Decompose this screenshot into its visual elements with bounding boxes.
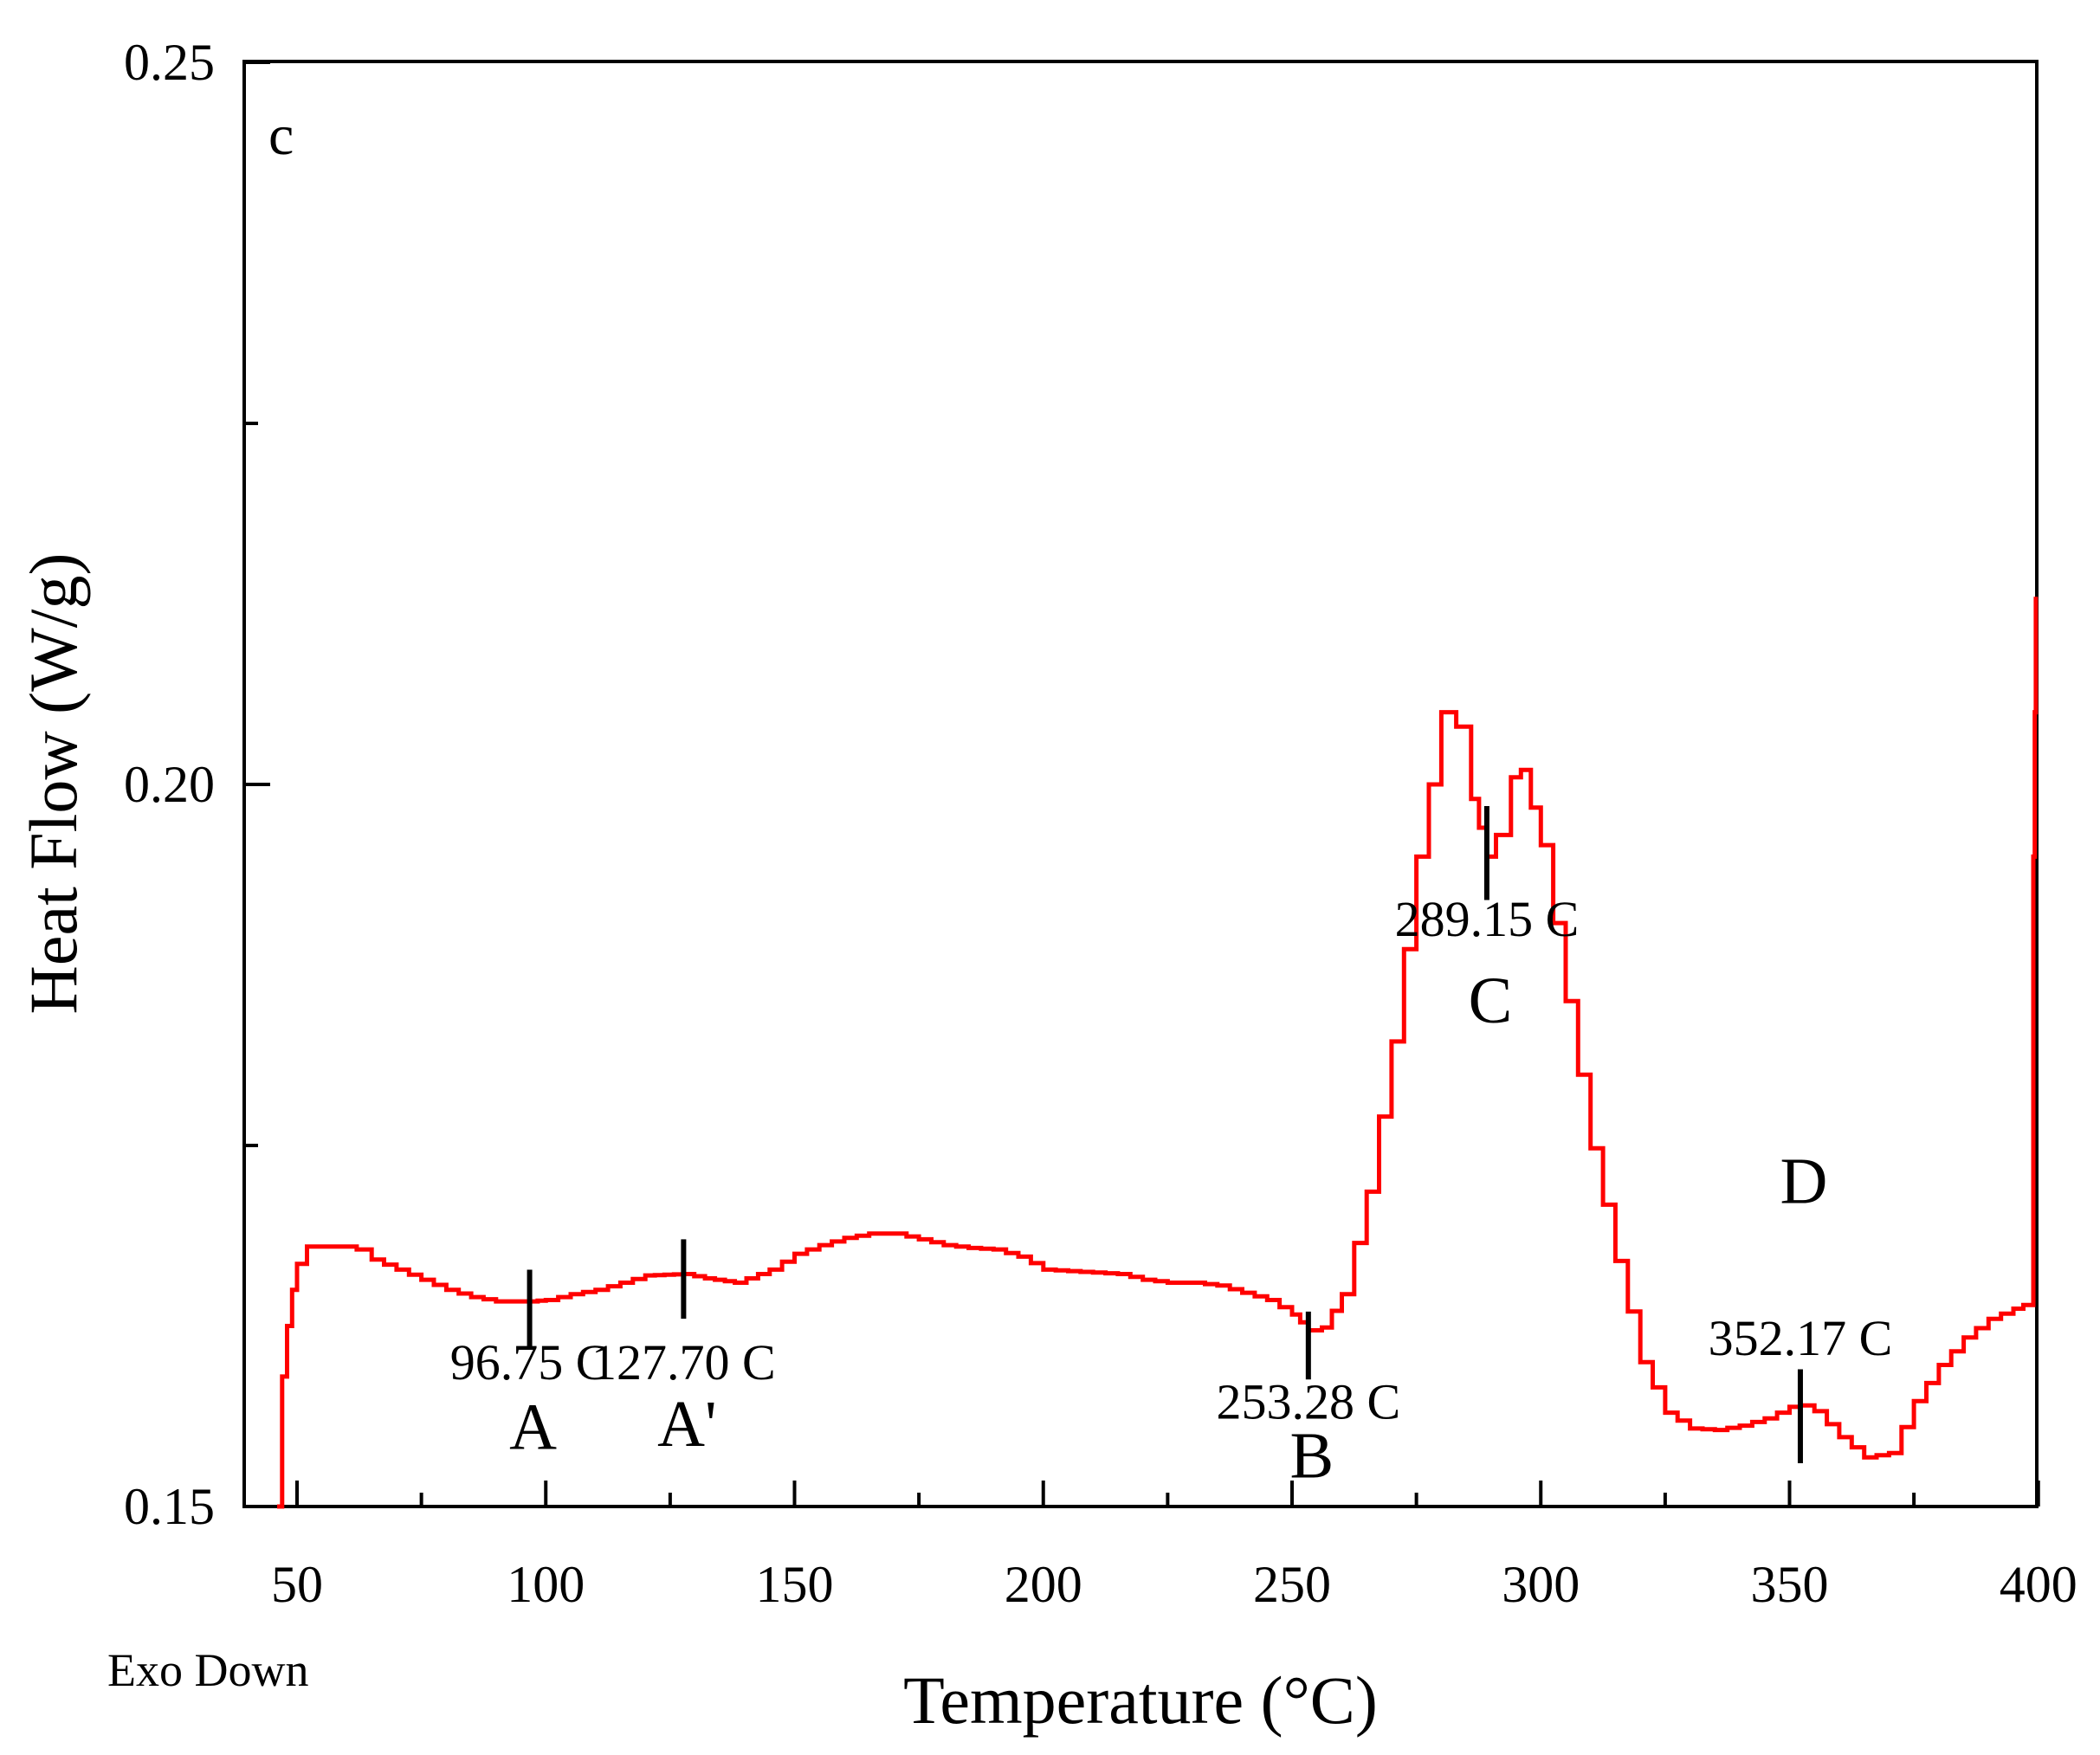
series-layer <box>277 597 2039 1509</box>
x-tick-label: 200 <box>1005 1556 1082 1613</box>
panel-label: c <box>268 104 294 167</box>
x-tick-label: 250 <box>1253 1556 1331 1613</box>
peak-temperature-label: 96.75 C <box>450 1334 610 1390</box>
peak-temperature-label: 352.17 C <box>1709 1310 1893 1366</box>
y-tick-label: 0.15 <box>124 1478 215 1535</box>
x-tick-label: 350 <box>1751 1556 1829 1613</box>
peak-letter-label: C <box>1469 965 1513 1037</box>
peak-temperature-label: 253.28 C <box>1216 1373 1400 1429</box>
peak-temperature-label: 289.15 C <box>1395 891 1580 947</box>
exo-down-note: Exo Down <box>107 1644 308 1696</box>
peak-letter-label: B <box>1289 1420 1334 1493</box>
plot-frame <box>242 60 2039 1508</box>
marker-layer: 96.75 CA 127.70 CA' 253.28 CB 289.15 C C 352.… <box>450 806 1893 1493</box>
y-tick-label: 0.20 <box>124 756 215 813</box>
x-tick-label: 400 <box>2000 1556 2077 1613</box>
y-axis-ticks: 0.15 0.20 0.25 <box>124 34 270 1535</box>
peak-letter-label: A' <box>657 1388 717 1461</box>
peak-letter-label: D <box>1780 1145 1828 1218</box>
peak-letter-label: A <box>509 1390 557 1463</box>
x-tick-label: 300 <box>1502 1556 1580 1613</box>
y-tick-label: 0.25 <box>124 34 215 91</box>
x-axis-ticks: 50 100 150 200 250 300 350 400 <box>271 1481 2077 1613</box>
x-axis-title: Temperature (°C) <box>903 1662 1378 1738</box>
x-tick-label: 100 <box>507 1556 585 1613</box>
x-tick-label: 150 <box>756 1556 834 1613</box>
x-tick-label: 50 <box>271 1556 323 1613</box>
heat-flow-line <box>277 597 2039 1509</box>
y-axis-title: Heat Flow (W/g) <box>16 553 91 1015</box>
peak-temperature-label: 127.70 C <box>591 1334 776 1390</box>
